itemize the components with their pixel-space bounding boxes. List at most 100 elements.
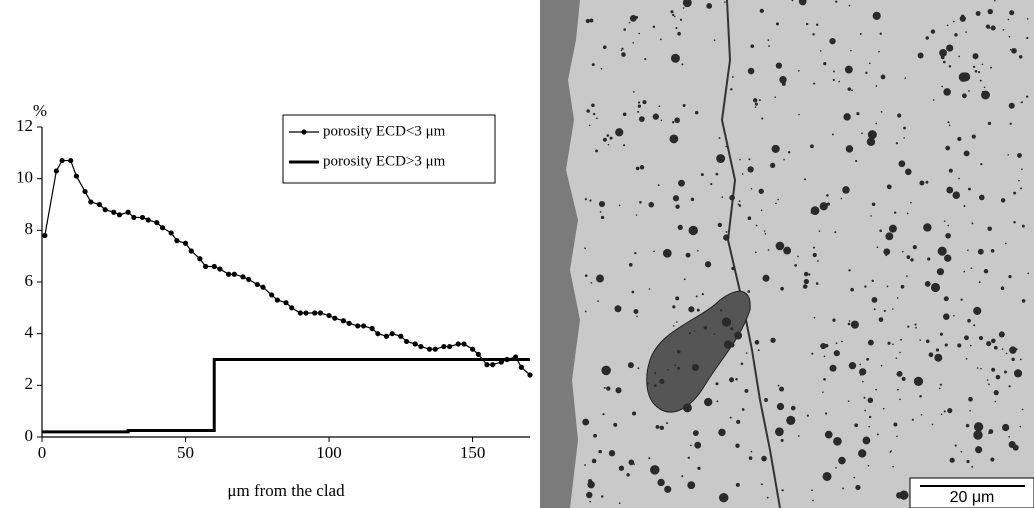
point (332, 315, 338, 321)
point (432, 346, 438, 352)
pore (654, 372, 657, 375)
pore (811, 489, 813, 492)
pore (919, 394, 922, 398)
pore (584, 198, 587, 201)
point (527, 372, 533, 378)
pore (607, 143, 610, 146)
pore (779, 386, 785, 392)
pore (676, 349, 681, 354)
pore (748, 456, 753, 460)
pore (833, 70, 835, 73)
pore (944, 254, 952, 262)
pore (823, 62, 827, 66)
pore (628, 21, 631, 24)
pore (975, 11, 981, 16)
pore (971, 134, 976, 139)
pore (1002, 423, 1010, 432)
pore (1001, 348, 1004, 350)
pore (952, 20, 955, 23)
pore (602, 45, 607, 50)
point (231, 271, 237, 277)
pore (875, 122, 878, 125)
pore (1011, 47, 1017, 54)
pore (904, 168, 912, 176)
pore (958, 72, 969, 82)
pore (677, 366, 681, 370)
pore (670, 10, 674, 14)
pore (946, 186, 954, 194)
crack (720, 0, 781, 508)
pore (925, 180, 929, 184)
pore (892, 465, 894, 468)
pore (621, 52, 626, 57)
pore (606, 134, 610, 137)
point (159, 225, 166, 231)
pore (598, 449, 602, 454)
pore (991, 367, 996, 372)
pore (864, 285, 867, 288)
point (88, 199, 94, 205)
pore (678, 179, 685, 187)
point (42, 232, 48, 239)
pore (898, 160, 906, 168)
pore (628, 262, 633, 267)
point (346, 320, 352, 326)
pore (697, 466, 701, 470)
pore (973, 430, 983, 440)
pore (1009, 346, 1017, 354)
pore (919, 180, 925, 186)
pore (750, 450, 753, 453)
pore (760, 483, 763, 486)
pore (588, 124, 591, 127)
pore (856, 111, 860, 116)
pore (763, 230, 766, 232)
pore (704, 261, 712, 268)
point (168, 230, 174, 236)
pore (674, 15, 676, 18)
pore (939, 332, 943, 336)
pore (883, 309, 886, 313)
pore (747, 216, 752, 221)
pore (931, 423, 934, 426)
pore (957, 136, 962, 141)
pore (969, 344, 972, 347)
pore (843, 113, 851, 121)
pore (687, 456, 690, 459)
pore (697, 308, 700, 311)
point (246, 276, 252, 283)
pore (587, 480, 595, 489)
pore (639, 200, 642, 204)
pore (723, 234, 730, 241)
pore (848, 269, 851, 272)
point (254, 281, 260, 288)
pore (854, 423, 859, 428)
series-line (42, 358, 530, 434)
pore (725, 145, 728, 148)
pore (903, 137, 905, 139)
pore (974, 57, 977, 60)
pore (1021, 101, 1023, 104)
pore (812, 246, 816, 249)
pore (886, 184, 892, 190)
pore (812, 252, 817, 258)
pore (945, 145, 951, 151)
pore (958, 55, 960, 58)
pore (741, 173, 744, 175)
pore (729, 377, 735, 383)
pore (939, 383, 942, 386)
pore (803, 278, 809, 285)
pore (1021, 299, 1026, 303)
pore (655, 424, 660, 429)
pore (638, 32, 641, 35)
pore (892, 343, 894, 346)
point (188, 248, 194, 254)
pore (584, 310, 587, 313)
pore (971, 465, 974, 468)
pore (851, 89, 853, 92)
pore (675, 296, 680, 301)
pore (688, 225, 698, 236)
pore (818, 230, 821, 232)
point (211, 263, 217, 270)
pore (591, 103, 595, 108)
pore (983, 86, 986, 89)
